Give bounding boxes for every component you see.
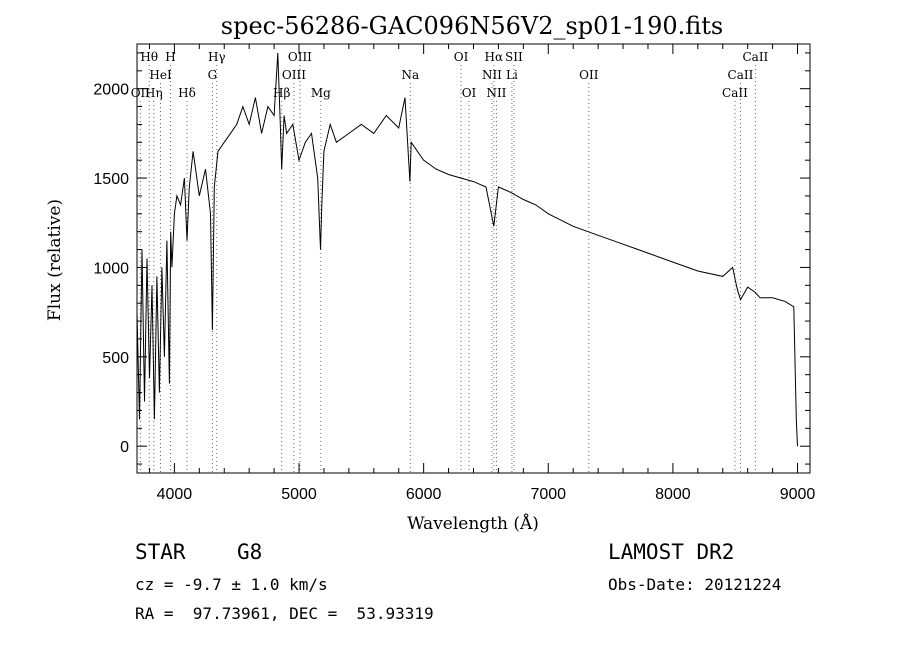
line-label: Li xyxy=(506,68,518,82)
x-tick-label: 5000 xyxy=(281,486,317,503)
line-label: OIII xyxy=(288,50,312,64)
line-label: Hη xyxy=(145,86,163,100)
x-axis-label: Wavelength (Å) xyxy=(407,513,539,534)
line-label: OI xyxy=(454,50,469,64)
line-label: CaII xyxy=(728,68,754,82)
survey-name: LAMOST DR2 xyxy=(608,540,735,564)
line-label: Mg xyxy=(311,86,331,100)
object-class: STAR xyxy=(135,540,186,564)
x-tick-label: 4000 xyxy=(157,486,193,503)
line-label: Na xyxy=(401,68,419,82)
x-tick-label: 7000 xyxy=(530,486,566,503)
line-label: Hγ xyxy=(208,50,226,64)
x-tick-label: 9000 xyxy=(780,486,816,503)
y-tick-label: 2000 xyxy=(93,82,129,99)
obs-date: Obs-Date: 20121224 xyxy=(608,575,782,594)
y-tick-label: 500 xyxy=(102,350,129,367)
line-label: Hα xyxy=(485,50,504,64)
line-label: NII xyxy=(482,68,502,82)
line-label: OI xyxy=(462,86,477,100)
subclass: G8 xyxy=(237,540,263,564)
line-label: H xyxy=(165,50,175,64)
y-tick-label: 1500 xyxy=(93,171,129,188)
line-label: G xyxy=(208,68,218,82)
plot-frame xyxy=(136,43,811,474)
line-label: Hθ xyxy=(140,50,158,64)
x-tick-label: 6000 xyxy=(406,486,442,503)
y-tick-label: 1000 xyxy=(93,260,129,277)
y-tick-label: 0 xyxy=(120,439,129,456)
line-label: Hβ xyxy=(273,86,290,100)
x-tick-label: 8000 xyxy=(655,486,691,503)
line-label: SII xyxy=(505,50,523,64)
line-label: OIII xyxy=(282,68,306,82)
line-label: CaII xyxy=(722,86,748,100)
line-label: Hδ xyxy=(178,86,196,100)
line-label: CaII xyxy=(742,50,768,64)
spectrum-line xyxy=(136,52,798,447)
chart-title: spec-56286-GAC096N56V2_sp01-190.fits xyxy=(221,12,723,40)
line-label: NII xyxy=(486,86,506,100)
redshift-text: cz = -9.7 ± 1.0 km/s xyxy=(135,575,328,594)
line-label: HeI xyxy=(149,68,172,82)
line-label: OII xyxy=(131,86,151,100)
coordinates-text: RA = 97.73961, DEC = 53.93319 xyxy=(135,604,434,623)
line-label: OII xyxy=(579,68,599,82)
y-axis-label: Flux (relative) xyxy=(45,199,65,321)
